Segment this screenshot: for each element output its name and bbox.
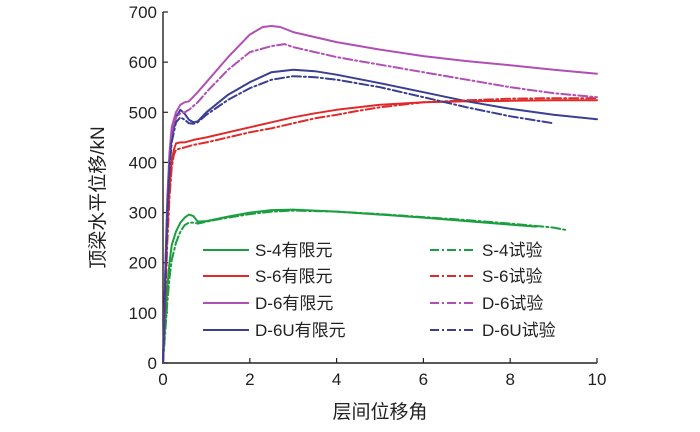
x-tick-label: 0 (158, 370, 167, 389)
series-line-5 (162, 97, 598, 364)
x-tick-label: 10 (588, 370, 607, 389)
x-tick-label: 4 (332, 370, 341, 389)
series-line-2 (162, 25, 598, 364)
legend-label-6: D-6试验 (482, 294, 543, 313)
y-tick-label: 200 (129, 254, 157, 273)
y-axis-title: 顶梁水平位移/kN (87, 126, 109, 269)
legend-label-1: S-6有限元 (255, 267, 332, 286)
x-tick-label: 8 (505, 370, 514, 389)
x-tick-label: 2 (245, 370, 254, 389)
series-line-7 (162, 75, 555, 364)
series-line-6 (162, 43, 598, 364)
axes (162, 12, 597, 364)
legend-label-4: S-4试验 (482, 241, 542, 260)
y-tick-label: 400 (129, 153, 157, 172)
series-line-0 (162, 208, 538, 364)
legend-label-7: D-6U试验 (482, 321, 556, 340)
legend-label-2: D-6有限元 (255, 294, 333, 313)
legend: S-4有限元 S-6有限元 D-6有限元 D-6U有限元 S-4试验 S-6试验 D-6试验… (203, 241, 556, 340)
legend-label-5: S-6试验 (482, 267, 542, 286)
series-line-4 (162, 209, 568, 364)
x-axis-title: 层间位移角 (332, 401, 427, 423)
x-ticks: 0 2 4 6 8 10 (158, 358, 606, 389)
y-tick-label: 600 (129, 53, 157, 72)
y-tick-label: 700 (129, 3, 157, 22)
y-tick-label: 0 (148, 354, 157, 373)
y-tick-label: 500 (129, 103, 157, 122)
y-tick-label: 100 (129, 304, 157, 323)
y-ticks: 0 100 200 300 400 500 600 700 (129, 3, 168, 373)
x-tick-label: 6 (419, 370, 428, 389)
legend-label-3: D-6U有限元 (255, 321, 346, 340)
y-tick-label: 300 (129, 204, 157, 223)
series-lines (162, 25, 598, 364)
legend-label-0: S-4有限元 (255, 241, 332, 260)
